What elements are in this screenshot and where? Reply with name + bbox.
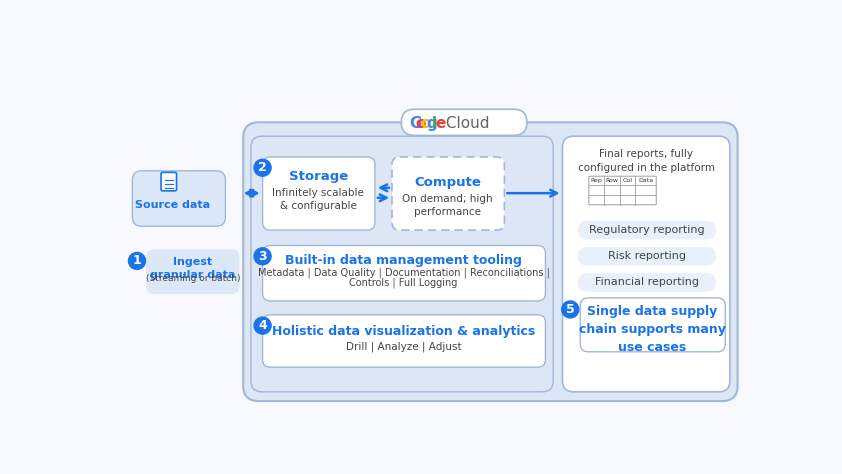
Text: o: o bbox=[421, 117, 431, 131]
Circle shape bbox=[562, 301, 578, 318]
Text: Built-in data management tooling: Built-in data management tooling bbox=[285, 254, 522, 267]
Text: 5: 5 bbox=[566, 303, 574, 316]
Text: Row: Row bbox=[605, 178, 619, 183]
Text: On demand; high
performance: On demand; high performance bbox=[402, 194, 493, 217]
FancyBboxPatch shape bbox=[580, 298, 725, 352]
Text: (Streaming or batch): (Streaming or batch) bbox=[146, 274, 240, 283]
Text: Metadata | Data Quality | Documentation | Reconciliations |: Metadata | Data Quality | Documentation … bbox=[258, 267, 550, 278]
Circle shape bbox=[254, 159, 271, 176]
Circle shape bbox=[254, 317, 271, 334]
Text: Compute: Compute bbox=[414, 176, 482, 189]
Text: Storage: Storage bbox=[289, 170, 348, 183]
FancyBboxPatch shape bbox=[402, 109, 527, 136]
Text: Drill | Analyze | Adjust: Drill | Analyze | Adjust bbox=[346, 342, 461, 353]
FancyBboxPatch shape bbox=[263, 246, 546, 301]
Text: e: e bbox=[435, 117, 445, 131]
FancyBboxPatch shape bbox=[147, 249, 239, 294]
Text: Single data supply
chain supports many
use cases: Single data supply chain supports many u… bbox=[579, 305, 726, 354]
Text: Source data: Source data bbox=[135, 201, 210, 210]
Text: Risk reporting: Risk reporting bbox=[608, 251, 686, 261]
Text: Infinitely scalable
& configurable: Infinitely scalable & configurable bbox=[273, 188, 365, 211]
Text: Regulatory reporting: Regulatory reporting bbox=[589, 225, 705, 235]
Text: Cloud: Cloud bbox=[441, 117, 489, 131]
Text: G: G bbox=[409, 117, 422, 131]
FancyBboxPatch shape bbox=[392, 157, 504, 230]
Circle shape bbox=[129, 253, 146, 269]
Text: 2: 2 bbox=[258, 161, 267, 174]
FancyBboxPatch shape bbox=[263, 315, 546, 367]
Text: 1: 1 bbox=[133, 255, 141, 267]
Text: g: g bbox=[426, 117, 437, 131]
FancyBboxPatch shape bbox=[578, 221, 716, 239]
FancyBboxPatch shape bbox=[243, 122, 738, 401]
Text: Financial reporting: Financial reporting bbox=[595, 277, 699, 288]
Text: Final reports, fully
configured in the platform: Final reports, fully configured in the p… bbox=[578, 149, 715, 173]
Text: 3: 3 bbox=[258, 250, 267, 263]
FancyBboxPatch shape bbox=[562, 136, 730, 392]
Circle shape bbox=[254, 248, 271, 265]
Text: Holistic data visualization & analytics: Holistic data visualization & analytics bbox=[272, 325, 536, 338]
Text: l: l bbox=[432, 117, 437, 131]
FancyBboxPatch shape bbox=[578, 273, 716, 292]
FancyBboxPatch shape bbox=[578, 247, 716, 265]
Text: o: o bbox=[415, 117, 425, 131]
Text: Col: Col bbox=[622, 178, 632, 183]
FancyBboxPatch shape bbox=[263, 157, 375, 230]
FancyBboxPatch shape bbox=[589, 176, 656, 205]
Text: Controls | Full Logging: Controls | Full Logging bbox=[349, 277, 458, 288]
Text: Data: Data bbox=[638, 178, 653, 183]
FancyBboxPatch shape bbox=[251, 136, 553, 392]
Text: Rep: Rep bbox=[590, 178, 603, 183]
Text: 4: 4 bbox=[258, 319, 267, 332]
FancyBboxPatch shape bbox=[161, 173, 177, 191]
Text: Ingest
granular data: Ingest granular data bbox=[150, 257, 236, 280]
FancyBboxPatch shape bbox=[132, 171, 226, 226]
